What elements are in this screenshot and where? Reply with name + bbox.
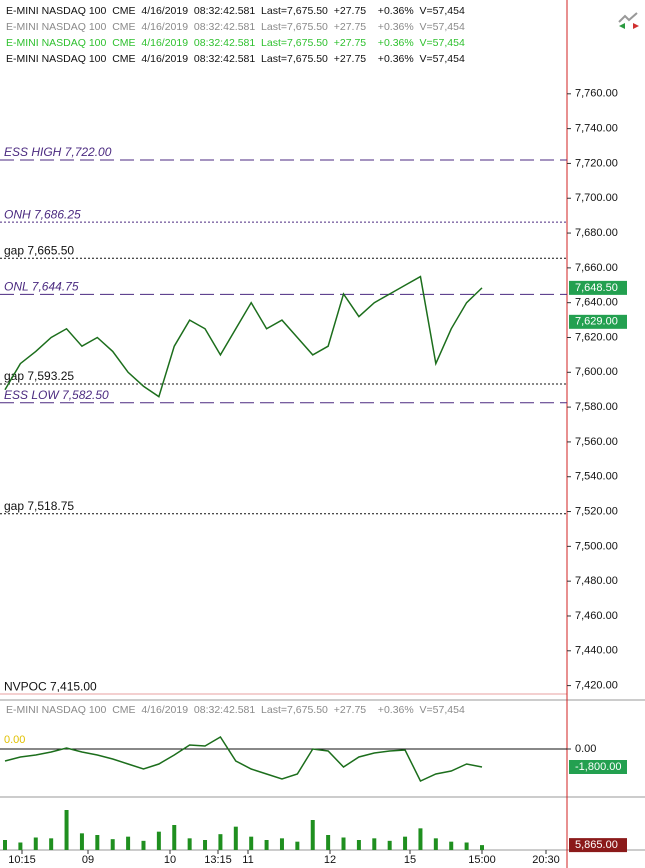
volume-bar <box>156 831 161 850</box>
volume-bar <box>403 836 408 850</box>
y-tick-label: 7,460.00 <box>575 610 618 622</box>
symbol-header: E-MINI NASDAQ 100 CME 4/16/2019 08:32:42… <box>6 53 465 65</box>
x-tick-label: 13:15 <box>204 854 232 866</box>
price-tag <box>569 280 627 295</box>
price-tag-label: 7,648.50 <box>575 282 618 294</box>
y-tick-label: 7,440.00 <box>575 645 618 657</box>
volume-bar <box>295 841 300 850</box>
volume-bar <box>3 840 7 850</box>
volume-bar <box>418 828 423 850</box>
volume-bar <box>372 838 377 850</box>
price-line <box>4 275 483 398</box>
y-tick-label: 7,500.00 <box>575 540 618 552</box>
symbol-header: E-MINI NASDAQ 100 CME 4/16/2019 08:32:42… <box>6 21 465 33</box>
level-label: ESS HIGH 7,722.00 <box>4 145 112 159</box>
y-tick-label: 7,520.00 <box>575 505 618 517</box>
volume-bar <box>49 838 54 850</box>
volume-bar <box>218 834 223 850</box>
volume-bar <box>464 842 469 850</box>
y-tick-label: 7,600.00 <box>575 366 618 378</box>
symbol-header: E-MINI NASDAQ 100 CME 4/16/2019 08:32:42… <box>6 5 465 17</box>
x-tick-label: 11 <box>242 854 253 866</box>
icon-arrow <box>619 23 625 29</box>
toolbar-icon[interactable] <box>618 12 639 29</box>
y-tick-label: 7,560.00 <box>575 436 618 448</box>
symbol-header: E-MINI NASDAQ 100 CME 4/16/2019 08:32:42… <box>6 704 465 716</box>
y-tick-label: 0.00 <box>575 743 596 755</box>
y-tick-label: 7,660.00 <box>575 262 618 274</box>
y-tick-label: 7,480.00 <box>575 575 618 587</box>
x-tick-label: 15 <box>404 854 416 866</box>
x-tick-label: 10:15 <box>8 854 36 866</box>
price-tag-label: 7,629.00 <box>575 316 618 328</box>
volume-bar <box>233 826 238 850</box>
price-tag <box>569 314 627 329</box>
volume-bar <box>449 841 454 850</box>
price-tag <box>569 760 627 774</box>
volume-bar <box>110 839 115 850</box>
level-label: gap 7,518.75 <box>4 499 74 513</box>
y-tick-label: 7,540.00 <box>575 471 618 483</box>
level-label: gap 7,593.25 <box>4 369 74 383</box>
volume-bar <box>141 840 146 850</box>
volume-bar <box>95 835 100 850</box>
volume-bar <box>18 842 23 850</box>
volume-bar <box>279 838 284 850</box>
price-tag-label: -1,800.00 <box>575 761 621 773</box>
icon-arrow <box>633 23 639 29</box>
y-tick-label: 7,740.00 <box>575 123 618 135</box>
volume-bar <box>480 845 484 850</box>
x-tick-label: 20:30 <box>532 854 560 866</box>
volume-bar <box>126 836 131 850</box>
y-tick-label: 7,720.00 <box>575 157 618 169</box>
y-tick-label: 7,700.00 <box>575 192 618 204</box>
price-tag <box>569 838 627 853</box>
x-tick-label: 12 <box>324 854 336 866</box>
volume-bar <box>387 840 392 850</box>
y-tick-label: 7,580.00 <box>575 401 618 413</box>
x-tick-label: 15:00 <box>468 854 496 866</box>
volume-bar <box>172 825 177 850</box>
volume-bar <box>356 840 361 850</box>
price-tag-label: 5,865.00 <box>575 839 618 851</box>
volume-bar <box>264 840 269 850</box>
y-tick-label: 7,680.00 <box>575 227 618 239</box>
volume-bar <box>310 820 315 850</box>
y-tick-label: 7,760.00 <box>575 88 618 100</box>
volume-bar <box>249 836 254 850</box>
volume-bar <box>326 835 331 850</box>
y-tick-label: 7,620.00 <box>575 331 618 343</box>
x-tick-label: 10 <box>164 854 176 866</box>
level-label: ESS LOW 7,582.50 <box>4 388 109 402</box>
volume-bar <box>64 810 69 850</box>
y-tick-label: 7,420.00 <box>575 680 618 692</box>
x-tick-label: 09 <box>82 854 94 866</box>
y-tick-label: 7,640.00 <box>575 297 618 309</box>
volume-bar <box>79 833 84 850</box>
level-label: NVPOC 7,415.00 <box>4 679 97 693</box>
level-label: gap 7,665.50 <box>4 243 74 257</box>
level-label: ONL 7,644.75 <box>4 280 79 294</box>
volume-bar <box>433 838 438 850</box>
volume-bar <box>187 838 192 850</box>
symbol-header: E-MINI NASDAQ 100 CME 4/16/2019 08:32:42… <box>6 37 465 49</box>
zero-label: 0.00 <box>4 734 25 746</box>
price-line <box>4 735 483 782</box>
level-label: ONH 7,686.25 <box>4 207 81 221</box>
volume-bar <box>33 837 38 850</box>
icon-line <box>618 12 638 23</box>
volume-bar <box>341 837 346 850</box>
volume-bar <box>203 840 208 850</box>
